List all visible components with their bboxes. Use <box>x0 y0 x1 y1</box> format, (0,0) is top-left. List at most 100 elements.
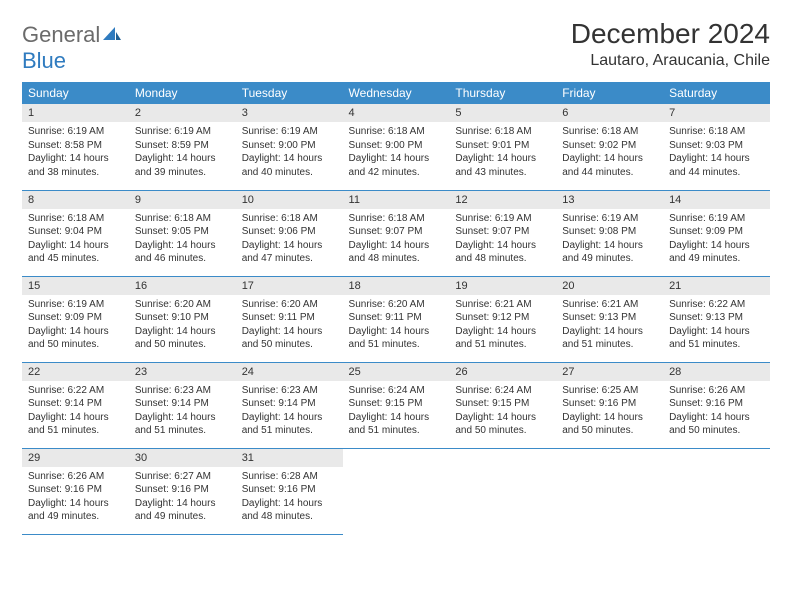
calendar-cell: 13Sunrise: 6:19 AMSunset: 9:08 PMDayligh… <box>556 190 663 276</box>
calendar-cell: 20Sunrise: 6:21 AMSunset: 9:13 PMDayligh… <box>556 276 663 362</box>
page-title: December 2024 <box>571 18 770 50</box>
day-number: 15 <box>22 277 129 295</box>
day-details: Sunrise: 6:19 AMSunset: 9:09 PMDaylight:… <box>663 209 770 272</box>
day-number: 18 <box>343 277 450 295</box>
weekday-header: Sunday <box>22 82 129 104</box>
calendar-cell: 12Sunrise: 6:19 AMSunset: 9:07 PMDayligh… <box>449 190 556 276</box>
calendar-cell: 25Sunrise: 6:24 AMSunset: 9:15 PMDayligh… <box>343 362 450 448</box>
day-details: Sunrise: 6:22 AMSunset: 9:13 PMDaylight:… <box>663 295 770 358</box>
day-details: Sunrise: 6:19 AMSunset: 9:08 PMDaylight:… <box>556 209 663 272</box>
weekday-header: Monday <box>129 82 236 104</box>
day-details: Sunrise: 6:26 AMSunset: 9:16 PMDaylight:… <box>22 467 129 530</box>
day-details: Sunrise: 6:23 AMSunset: 9:14 PMDaylight:… <box>236 381 343 444</box>
calendar-row: 15Sunrise: 6:19 AMSunset: 9:09 PMDayligh… <box>22 276 770 362</box>
day-number: 26 <box>449 363 556 381</box>
day-number: 10 <box>236 191 343 209</box>
calendar-cell: 14Sunrise: 6:19 AMSunset: 9:09 PMDayligh… <box>663 190 770 276</box>
calendar-cell: 29Sunrise: 6:26 AMSunset: 9:16 PMDayligh… <box>22 448 129 534</box>
weekday-header: Thursday <box>449 82 556 104</box>
logo-word2: Blue <box>22 48 66 73</box>
calendar-cell: 22Sunrise: 6:22 AMSunset: 9:14 PMDayligh… <box>22 362 129 448</box>
calendar-cell: 4Sunrise: 6:18 AMSunset: 9:00 PMDaylight… <box>343 104 450 190</box>
day-details: Sunrise: 6:18 AMSunset: 9:05 PMDaylight:… <box>129 209 236 272</box>
calendar-cell: 21Sunrise: 6:22 AMSunset: 9:13 PMDayligh… <box>663 276 770 362</box>
day-details: Sunrise: 6:23 AMSunset: 9:14 PMDaylight:… <box>129 381 236 444</box>
day-number: 16 <box>129 277 236 295</box>
day-number: 2 <box>129 104 236 122</box>
day-number: 24 <box>236 363 343 381</box>
day-details: Sunrise: 6:19 AMSunset: 8:59 PMDaylight:… <box>129 122 236 185</box>
weekday-header: Saturday <box>663 82 770 104</box>
calendar-cell: 7Sunrise: 6:18 AMSunset: 9:03 PMDaylight… <box>663 104 770 190</box>
day-number: 7 <box>663 104 770 122</box>
calendar-cell: 24Sunrise: 6:23 AMSunset: 9:14 PMDayligh… <box>236 362 343 448</box>
day-details: Sunrise: 6:18 AMSunset: 9:07 PMDaylight:… <box>343 209 450 272</box>
logo: General Blue <box>22 18 122 74</box>
day-details: Sunrise: 6:24 AMSunset: 9:15 PMDaylight:… <box>449 381 556 444</box>
day-details: Sunrise: 6:19 AMSunset: 9:07 PMDaylight:… <box>449 209 556 272</box>
calendar-cell: 1Sunrise: 6:19 AMSunset: 8:58 PMDaylight… <box>22 104 129 190</box>
calendar-cell: 15Sunrise: 6:19 AMSunset: 9:09 PMDayligh… <box>22 276 129 362</box>
weekday-header: Friday <box>556 82 663 104</box>
calendar-row: 8Sunrise: 6:18 AMSunset: 9:04 PMDaylight… <box>22 190 770 276</box>
day-details: Sunrise: 6:26 AMSunset: 9:16 PMDaylight:… <box>663 381 770 444</box>
day-details: Sunrise: 6:18 AMSunset: 9:00 PMDaylight:… <box>343 122 450 185</box>
day-details: Sunrise: 6:18 AMSunset: 9:01 PMDaylight:… <box>449 122 556 185</box>
day-number: 1 <box>22 104 129 122</box>
weekday-header-row: SundayMondayTuesdayWednesdayThursdayFrid… <box>22 82 770 104</box>
day-details: Sunrise: 6:19 AMSunset: 8:58 PMDaylight:… <box>22 122 129 185</box>
day-number: 21 <box>663 277 770 295</box>
calendar-cell: 30Sunrise: 6:27 AMSunset: 9:16 PMDayligh… <box>129 448 236 534</box>
calendar-cell: 26Sunrise: 6:24 AMSunset: 9:15 PMDayligh… <box>449 362 556 448</box>
day-number: 14 <box>663 191 770 209</box>
calendar-cell: 31Sunrise: 6:28 AMSunset: 9:16 PMDayligh… <box>236 448 343 534</box>
day-details: Sunrise: 6:25 AMSunset: 9:16 PMDaylight:… <box>556 381 663 444</box>
day-details: Sunrise: 6:27 AMSunset: 9:16 PMDaylight:… <box>129 467 236 530</box>
calendar-cell: 10Sunrise: 6:18 AMSunset: 9:06 PMDayligh… <box>236 190 343 276</box>
day-details: Sunrise: 6:18 AMSunset: 9:02 PMDaylight:… <box>556 122 663 185</box>
day-number: 4 <box>343 104 450 122</box>
day-number: 9 <box>129 191 236 209</box>
calendar-cell: 6Sunrise: 6:18 AMSunset: 9:02 PMDaylight… <box>556 104 663 190</box>
day-details: Sunrise: 6:28 AMSunset: 9:16 PMDaylight:… <box>236 467 343 530</box>
day-details: Sunrise: 6:20 AMSunset: 9:10 PMDaylight:… <box>129 295 236 358</box>
calendar-cell: 16Sunrise: 6:20 AMSunset: 9:10 PMDayligh… <box>129 276 236 362</box>
day-number: 17 <box>236 277 343 295</box>
day-details: Sunrise: 6:18 AMSunset: 9:04 PMDaylight:… <box>22 209 129 272</box>
calendar-cell: 8Sunrise: 6:18 AMSunset: 9:04 PMDaylight… <box>22 190 129 276</box>
calendar-cell <box>556 448 663 534</box>
header: General Blue December 2024 Lautaro, Arau… <box>22 18 770 74</box>
day-details: Sunrise: 6:20 AMSunset: 9:11 PMDaylight:… <box>343 295 450 358</box>
day-number: 28 <box>663 363 770 381</box>
calendar-cell: 3Sunrise: 6:19 AMSunset: 9:00 PMDaylight… <box>236 104 343 190</box>
weekday-header: Tuesday <box>236 82 343 104</box>
day-number: 13 <box>556 191 663 209</box>
calendar-cell: 5Sunrise: 6:18 AMSunset: 9:01 PMDaylight… <box>449 104 556 190</box>
calendar-cell: 2Sunrise: 6:19 AMSunset: 8:59 PMDaylight… <box>129 104 236 190</box>
day-number: 19 <box>449 277 556 295</box>
day-number: 8 <box>22 191 129 209</box>
calendar-cell: 28Sunrise: 6:26 AMSunset: 9:16 PMDayligh… <box>663 362 770 448</box>
calendar-row: 22Sunrise: 6:22 AMSunset: 9:14 PMDayligh… <box>22 362 770 448</box>
day-number: 6 <box>556 104 663 122</box>
day-details: Sunrise: 6:18 AMSunset: 9:03 PMDaylight:… <box>663 122 770 185</box>
calendar-cell <box>449 448 556 534</box>
calendar-cell: 11Sunrise: 6:18 AMSunset: 9:07 PMDayligh… <box>343 190 450 276</box>
day-number: 12 <box>449 191 556 209</box>
calendar-table: SundayMondayTuesdayWednesdayThursdayFrid… <box>22 82 770 535</box>
day-details: Sunrise: 6:24 AMSunset: 9:15 PMDaylight:… <box>343 381 450 444</box>
calendar-body: 1Sunrise: 6:19 AMSunset: 8:58 PMDaylight… <box>22 104 770 534</box>
day-number: 5 <box>449 104 556 122</box>
day-details: Sunrise: 6:22 AMSunset: 9:14 PMDaylight:… <box>22 381 129 444</box>
calendar-cell: 18Sunrise: 6:20 AMSunset: 9:11 PMDayligh… <box>343 276 450 362</box>
day-details: Sunrise: 6:21 AMSunset: 9:12 PMDaylight:… <box>449 295 556 358</box>
day-number: 30 <box>129 449 236 467</box>
calendar-row: 29Sunrise: 6:26 AMSunset: 9:16 PMDayligh… <box>22 448 770 534</box>
title-block: December 2024 Lautaro, Araucania, Chile <box>571 18 770 70</box>
calendar-cell: 19Sunrise: 6:21 AMSunset: 9:12 PMDayligh… <box>449 276 556 362</box>
calendar-cell: 9Sunrise: 6:18 AMSunset: 9:05 PMDaylight… <box>129 190 236 276</box>
day-details: Sunrise: 6:19 AMSunset: 9:09 PMDaylight:… <box>22 295 129 358</box>
day-number: 22 <box>22 363 129 381</box>
day-number: 3 <box>236 104 343 122</box>
day-number: 20 <box>556 277 663 295</box>
